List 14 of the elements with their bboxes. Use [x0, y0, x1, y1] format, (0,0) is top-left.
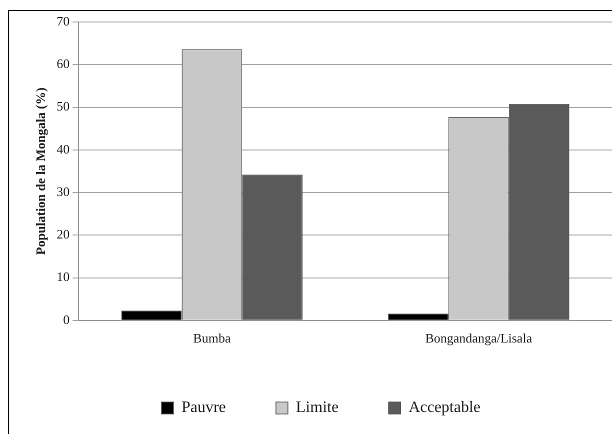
legend-label: Limite	[296, 399, 339, 416]
y-tick-label: 70	[56, 13, 70, 28]
y-tick-label: 10	[56, 269, 70, 284]
y-tick-label: 50	[56, 98, 70, 114]
y-tick-label: 20	[56, 226, 70, 242]
y-axis-title: Population de la Mongala (%)	[33, 87, 48, 255]
x-tick-label: Bongandanga/Lisala	[425, 330, 532, 346]
y-tick-label: 40	[56, 141, 70, 156]
y-tick-label: 30	[56, 184, 70, 199]
legend-label: Acceptable	[408, 399, 481, 416]
x-tick-label: Bumba	[193, 330, 231, 346]
y-tick-label: 60	[56, 56, 70, 72]
y-tick-label: 0	[63, 312, 70, 327]
legend-label: Pauvre	[181, 399, 226, 416]
